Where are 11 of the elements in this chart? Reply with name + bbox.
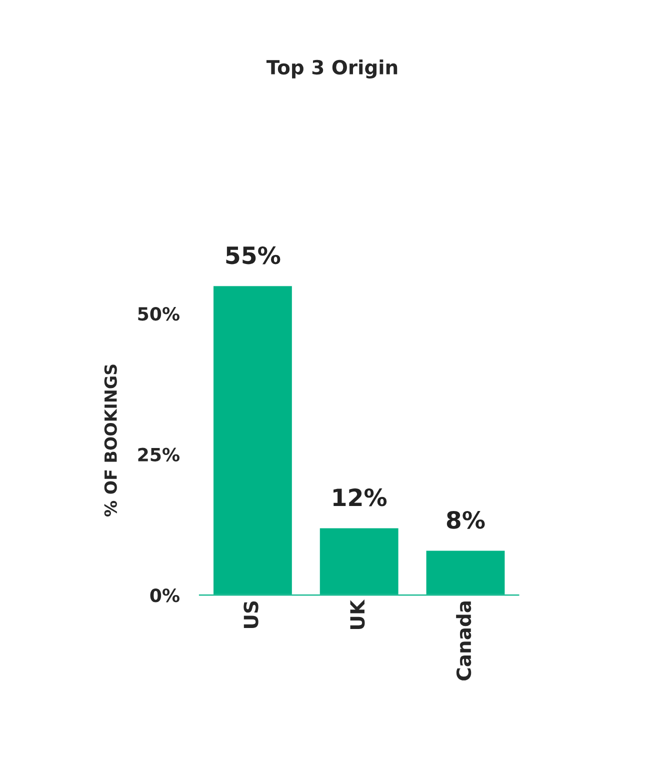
y-tick-label: 25% — [138, 448, 180, 462]
x-tick-label: US — [244, 601, 258, 628]
data-label: 55% — [226, 246, 280, 264]
x-tick-label: UK — [350, 599, 365, 630]
data-label: 12% — [334, 488, 387, 506]
chart-title: Top 3 Origin — [266, 60, 398, 78]
x-tick-label: Canada — [456, 601, 472, 680]
y-tick-label: 50% — [138, 307, 180, 321]
data-label: 8% — [446, 510, 485, 529]
y-tick-label: 0% — [150, 588, 180, 602]
y-axis-title: % OF BOOKINGS — [104, 364, 117, 517]
